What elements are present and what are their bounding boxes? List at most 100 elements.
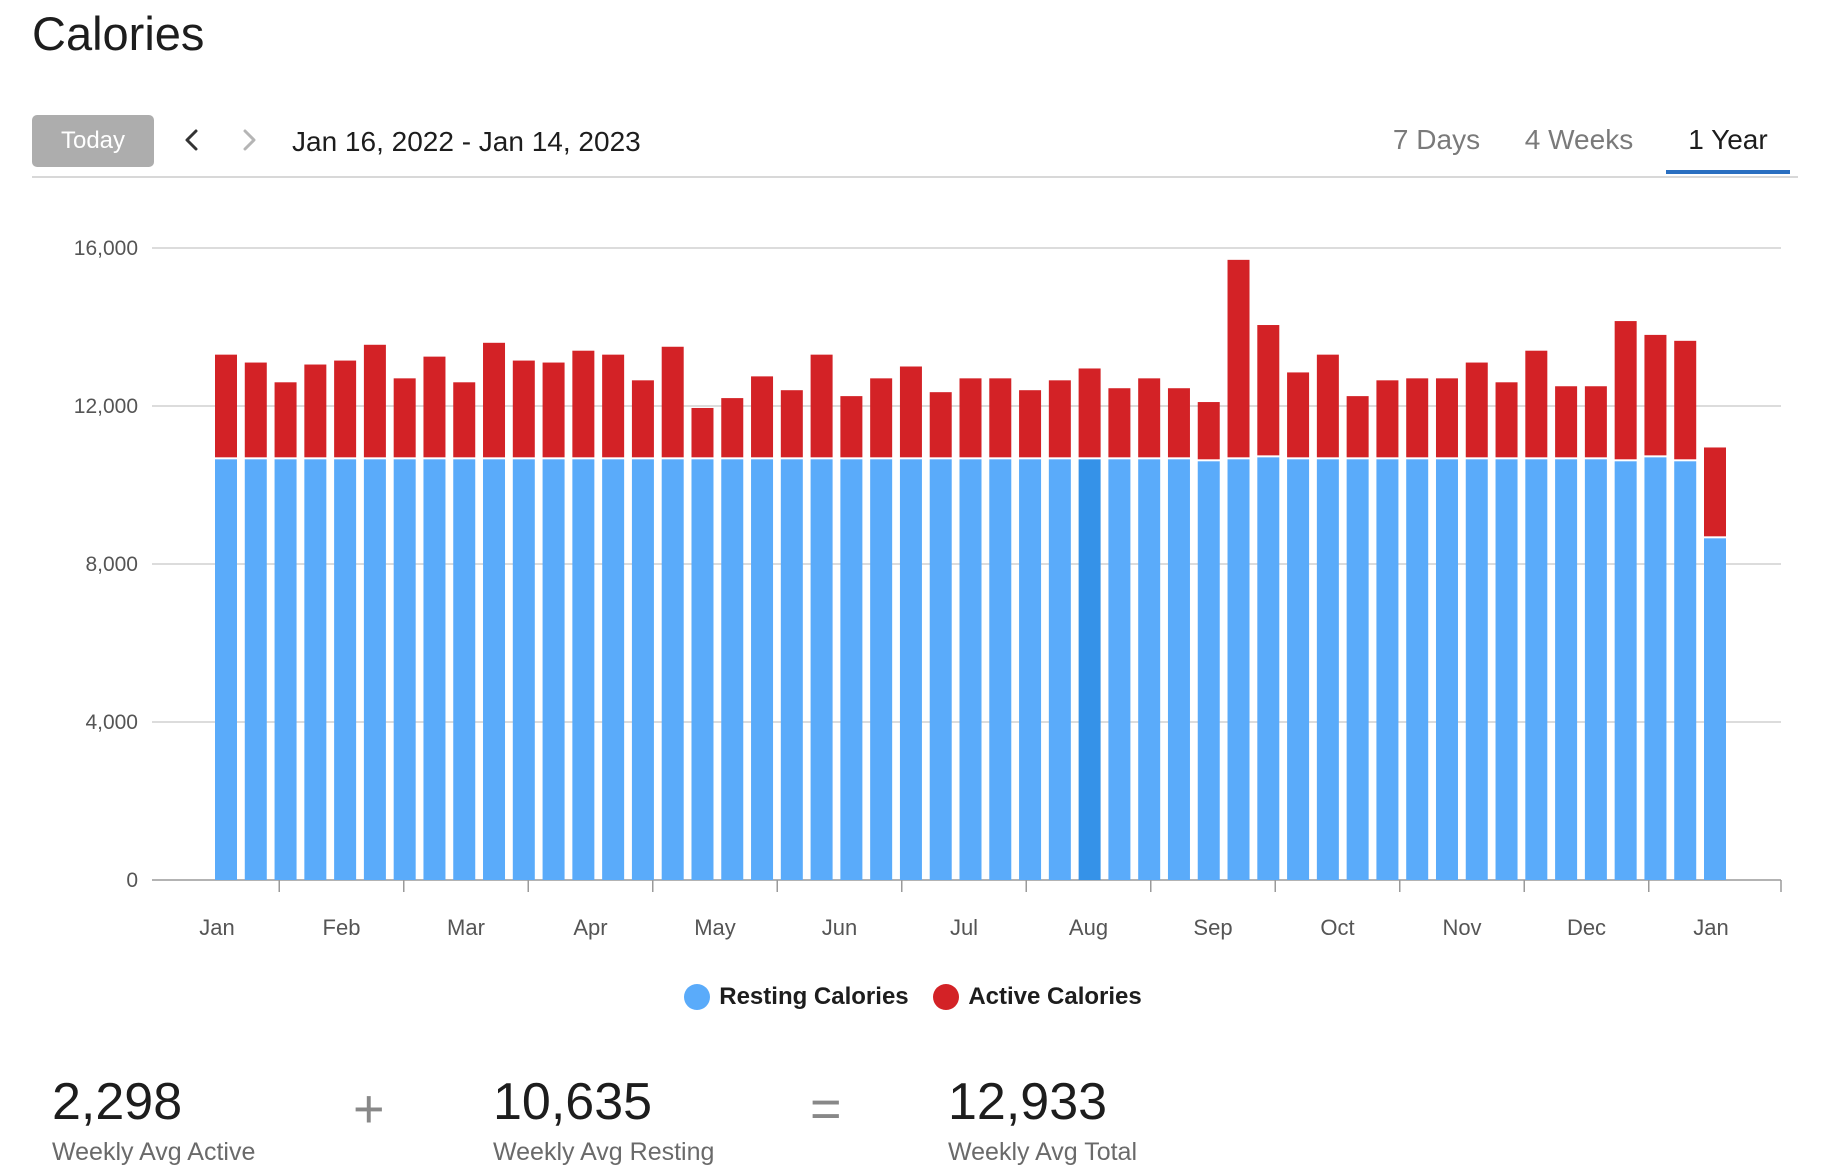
active-bar[interactable] bbox=[1376, 380, 1399, 458]
active-bar[interactable] bbox=[929, 392, 952, 458]
resting-bar[interactable] bbox=[423, 459, 446, 880]
resting-bar[interactable] bbox=[453, 459, 476, 880]
active-bar[interactable] bbox=[989, 378, 1012, 458]
active-bar[interactable] bbox=[1555, 386, 1578, 458]
legend-item-active[interactable]: Active Calories bbox=[933, 983, 1142, 1011]
active-bar[interactable] bbox=[1257, 325, 1280, 456]
tab-7-days[interactable]: 7 Days bbox=[1392, 124, 1481, 155]
resting-bar[interactable] bbox=[1555, 459, 1578, 880]
active-bar[interactable] bbox=[1346, 396, 1369, 458]
resting-bar[interactable] bbox=[1435, 459, 1458, 880]
resting-bar[interactable] bbox=[244, 459, 267, 880]
resting-bar[interactable] bbox=[363, 459, 386, 880]
resting-bar[interactable] bbox=[721, 459, 744, 880]
active-bar[interactable] bbox=[870, 378, 893, 458]
active-bar[interactable] bbox=[1138, 378, 1161, 458]
active-bar[interactable] bbox=[1525, 350, 1548, 458]
resting-bar[interactable] bbox=[1167, 459, 1190, 880]
resting-bar[interactable] bbox=[989, 459, 1012, 880]
active-bar[interactable] bbox=[483, 342, 506, 458]
resting-bar[interactable] bbox=[661, 459, 684, 880]
active-bar[interactable] bbox=[453, 382, 476, 458]
resting-bar[interactable] bbox=[334, 459, 357, 880]
resting-bar[interactable] bbox=[602, 459, 625, 880]
resting-bar[interactable] bbox=[1704, 538, 1726, 880]
active-bar[interactable] bbox=[602, 354, 625, 458]
resting-bar[interactable] bbox=[870, 459, 893, 880]
resting-bar[interactable] bbox=[542, 459, 565, 880]
resting-bar[interactable] bbox=[929, 459, 952, 880]
resting-bar[interactable] bbox=[1644, 457, 1667, 880]
active-bar[interactable] bbox=[393, 378, 416, 458]
active-bar[interactable] bbox=[334, 360, 357, 458]
chevron-left-icon[interactable] bbox=[178, 125, 206, 155]
resting-bar[interactable] bbox=[1019, 459, 1042, 880]
resting-bar[interactable] bbox=[1376, 459, 1399, 880]
active-bar[interactable] bbox=[691, 407, 714, 458]
active-bar[interactable] bbox=[572, 350, 595, 458]
active-bar[interactable] bbox=[1078, 368, 1101, 458]
active-bar[interactable] bbox=[1019, 390, 1042, 458]
resting-bar[interactable] bbox=[899, 459, 922, 880]
active-bar[interactable] bbox=[780, 390, 803, 458]
resting-bar[interactable] bbox=[780, 459, 803, 880]
resting-bar[interactable] bbox=[274, 459, 297, 880]
resting-bar[interactable] bbox=[1108, 459, 1131, 880]
resting-bar[interactable] bbox=[959, 459, 982, 880]
resting-bar[interactable] bbox=[751, 459, 774, 880]
active-bar[interactable] bbox=[959, 378, 982, 458]
resting-bar[interactable] bbox=[1495, 459, 1518, 880]
resting-bar[interactable] bbox=[1525, 459, 1548, 880]
active-bar[interactable] bbox=[1674, 340, 1697, 460]
resting-bar[interactable] bbox=[1584, 459, 1607, 880]
resting-bar[interactable] bbox=[1257, 457, 1280, 880]
active-bar[interactable] bbox=[1167, 388, 1190, 458]
active-bar[interactable] bbox=[810, 354, 833, 458]
tab-4-weeks[interactable]: 4 Weeks bbox=[1524, 124, 1634, 155]
tab-1-year[interactable]: 1 Year bbox=[1666, 124, 1790, 174]
active-bar[interactable] bbox=[304, 364, 327, 458]
resting-bar[interactable] bbox=[1674, 461, 1697, 880]
active-bar[interactable] bbox=[1108, 388, 1131, 458]
resting-bar[interactable] bbox=[1227, 459, 1250, 880]
resting-bar[interactable] bbox=[572, 459, 595, 880]
active-bar[interactable] bbox=[1465, 362, 1488, 458]
active-bar[interactable] bbox=[1316, 354, 1339, 458]
active-bar[interactable] bbox=[721, 398, 744, 458]
active-bar[interactable] bbox=[1495, 382, 1518, 458]
resting-bar[interactable] bbox=[393, 459, 416, 880]
active-bar[interactable] bbox=[1584, 386, 1607, 458]
resting-bar[interactable] bbox=[1138, 459, 1161, 880]
active-bar[interactable] bbox=[1704, 447, 1726, 537]
resting-bar[interactable] bbox=[304, 459, 327, 880]
resting-bar[interactable] bbox=[1465, 459, 1488, 880]
resting-bar[interactable] bbox=[1078, 459, 1101, 880]
active-bar[interactable] bbox=[1197, 402, 1220, 460]
chevron-right-icon[interactable] bbox=[235, 125, 263, 155]
active-bar[interactable] bbox=[1048, 380, 1071, 458]
today-button[interactable]: Today bbox=[32, 115, 154, 167]
resting-bar[interactable] bbox=[1287, 459, 1310, 880]
active-bar[interactable] bbox=[512, 360, 535, 458]
resting-bar[interactable] bbox=[512, 459, 535, 880]
resting-bar[interactable] bbox=[215, 459, 237, 880]
active-bar[interactable] bbox=[542, 362, 565, 458]
active-bar[interactable] bbox=[1287, 372, 1310, 458]
active-bar[interactable] bbox=[899, 366, 922, 458]
resting-bar[interactable] bbox=[1406, 459, 1429, 880]
active-bar[interactable] bbox=[363, 344, 386, 458]
resting-bar[interactable] bbox=[631, 459, 654, 880]
resting-bar[interactable] bbox=[1614, 461, 1637, 880]
active-bar[interactable] bbox=[1227, 259, 1250, 458]
resting-bar[interactable] bbox=[810, 459, 833, 880]
resting-bar[interactable] bbox=[1316, 459, 1339, 880]
active-bar[interactable] bbox=[274, 382, 297, 458]
active-bar[interactable] bbox=[840, 396, 863, 458]
active-bar[interactable] bbox=[423, 356, 446, 458]
active-bar[interactable] bbox=[1614, 321, 1637, 460]
active-bar[interactable] bbox=[244, 362, 267, 458]
resting-bar[interactable] bbox=[1197, 461, 1220, 880]
resting-bar[interactable] bbox=[1048, 459, 1071, 880]
legend-item-resting[interactable]: Resting Calories bbox=[684, 983, 909, 1011]
active-bar[interactable] bbox=[1406, 378, 1429, 458]
